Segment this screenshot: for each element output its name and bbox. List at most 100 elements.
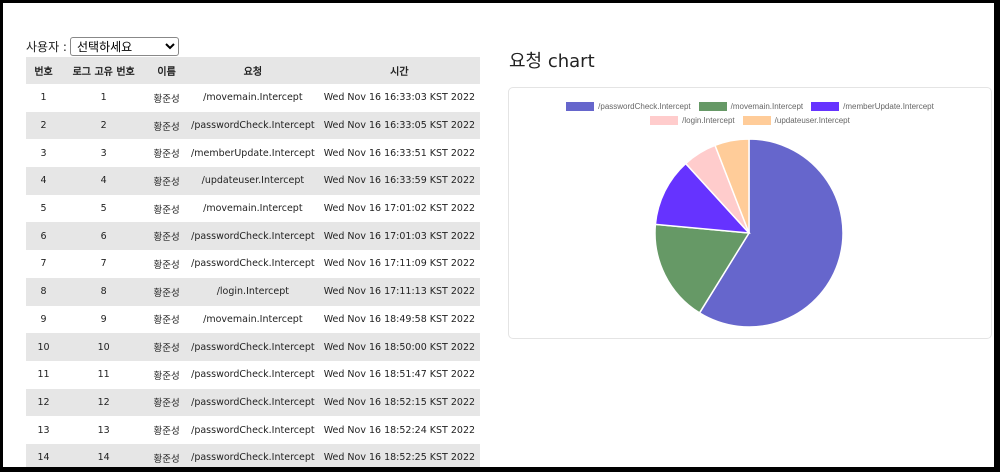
table-cell: 황준성 [153,204,180,216]
table-cell: 7 [40,258,47,270]
legend-item[interactable]: /memberUpdate.Intercept [811,102,934,111]
table-cell: 황준성 [153,93,180,105]
pie-slice[interactable] [714,138,750,234]
legend-item[interactable]: /login.Intercept [650,116,735,125]
legend-swatch [698,102,727,111]
table-cell: /passwordCheck.Intercept [191,424,315,436]
pie-slice[interactable] [698,138,844,328]
chart-card: /passwordCheck.Intercept/movemain.Interc… [508,87,992,339]
table-body: 1 1 황준성/movemain.Intercept Wed Nov 16 16:33… [26,84,480,467]
table-cell: 황준성 [153,149,180,161]
table-cell: 3 [40,147,47,159]
legend-swatch [811,102,840,111]
legend-label: /memberUpdate.Intercept [843,102,934,111]
table-cell: 13 [97,424,110,436]
table-cell: 6 [26,222,62,251]
table-cell: Wed Nov 16 18:49:58 KST 2022 [323,313,476,325]
table-cell: Wed Nov 16 18:50:00 KST 2022 [318,333,480,361]
table-cell: 2 [61,111,147,140]
table-cell: 9 [40,313,47,325]
table-cell: /passwordCheck.Intercept [186,333,319,361]
column-header: 시간 [318,57,480,84]
table-row: 12 12 황준성/passwordCheck.Intercept Wed Nov 1… [26,388,480,417]
page: 사용자 : 선택하세요 번호 로그 고유 번호 이름 요청 시간 1 1 황준성/movem… [3,3,994,467]
legend-swatch [650,116,679,125]
table-row: 13 13 황준성/passwordCheck.Intercept Wed Nov 1… [26,416,480,444]
table-cell: 황준성 [146,111,187,140]
pie-slice[interactable] [654,162,751,234]
table-row: 4 4 황준성/updateuser.Intercept Wed Nov 16 16:… [26,167,480,195]
table-cell: Wed Nov 16 17:11:13 KST 2022 [318,277,480,306]
table-row: 11 11 황준성/passwordCheck.Intercept Wed Nov 1… [26,361,480,389]
table-cell: /passwordCheck.Intercept [191,369,315,381]
column-header: 이름 [146,57,187,84]
table-cell: 황준성 [153,259,180,271]
user-filter-label: 사용자 : [26,40,67,54]
table-cell: 황준성 [146,222,187,251]
legend-label: /passwordCheck.Intercept [598,102,691,111]
table-cell: Wed Nov 16 18:52:15 KST 2022 [318,388,480,417]
table-cell: Wed Nov 16 16:33:03 KST 2022 [323,92,476,104]
table-cell: 4 [61,167,147,195]
user-filter: 사용자 : 선택하세요 [26,37,179,56]
table-cell: 6 [61,222,147,251]
table-cell: 8 [61,277,147,306]
table-cell: Wed Nov 16 16:33:05 KST 2022 [318,111,480,140]
legend-label: /updateuser.Intercept [774,116,850,125]
table-cell: 황준성 [153,370,180,382]
table-cell: 황준성 [153,426,180,438]
table-cell: /passwordCheck.Intercept [186,222,319,251]
table-row: 2 2 황준성/passwordCheck.Intercept Wed Nov 16 … [26,111,480,140]
table-row: 10 10 황준성/passwordCheck.Intercept Wed Nov 1… [26,333,480,361]
table-cell: Wed Nov 16 16:33:51 KST 2022 [323,147,476,159]
table-row: 6 6 황준성/passwordCheck.Intercept Wed Nov 16 … [26,222,480,251]
table-cell: 11 [97,369,110,381]
table-cell: /passwordCheck.Intercept [191,258,315,270]
table-header: 번호 로그 고유 번호 이름 요청 시간 [26,57,480,84]
table-cell: /movemain.Intercept [203,92,303,104]
column-header: 번호 [26,57,62,84]
table-row: 7 7 황준성/passwordCheck.Intercept Wed Nov 16 … [26,250,480,278]
legend-item[interactable]: /passwordCheck.Intercept [566,102,691,111]
table-cell: /passwordCheck.Intercept [186,443,319,467]
table-cell: 10 [61,333,147,361]
table-cell: 14 [61,443,147,467]
table-cell: /memberUpdate.Intercept [191,147,315,159]
table-cell: 12 [26,388,62,417]
legend-item[interactable]: /movemain.Intercept [698,102,804,111]
table-cell: 12 [61,388,147,417]
chart-title: 요청 chart [509,51,595,72]
table-cell: /movemain.Intercept [203,313,303,325]
table-row: 9 9 황준성/movemain.Intercept Wed Nov 16 18:49… [26,306,480,334]
table-cell: /login.Intercept [186,277,319,306]
table-cell: 9 [100,313,107,325]
table-row: 1 1 황준성/movemain.Intercept Wed Nov 16 16:33… [26,84,480,112]
table-cell: 1 [100,92,107,104]
table-cell: 황준성 [146,167,187,195]
table-row: 5 5 황준성/movemain.Intercept Wed Nov 16 17:01… [26,195,480,223]
log-table: 번호 로그 고유 번호 이름 요청 시간 1 1 황준성/movemain.Intercep… [26,57,480,467]
table-cell: 황준성 [146,443,187,467]
table-row: 14 14 황준성/passwordCheck.Intercept Wed Nov 1… [26,443,480,467]
table-cell: 황준성 [146,277,187,306]
user-select[interactable]: 선택하세요 [69,37,179,56]
column-header: 요청 [186,57,319,84]
table-cell: Wed Nov 16 16:33:59 KST 2022 [318,167,480,195]
table-cell: 3 [100,147,107,159]
table-cell: 11 [37,369,50,381]
table-cell: Wed Nov 16 17:01:02 KST 2022 [323,203,476,215]
table-row: 3 3 황준성/memberUpdate.Intercept Wed Nov 16 1… [26,139,480,167]
table-cell: Wed Nov 16 18:51:47 KST 2022 [323,369,476,381]
column-header: 로그 고유 번호 [61,57,147,84]
table-cell: Wed Nov 16 18:52:24 KST 2022 [323,424,476,436]
legend-item[interactable]: /updateuser.Intercept [742,116,850,125]
pie-slice[interactable] [654,223,751,314]
table-cell: 10 [26,333,62,361]
legend-label: /movemain.Intercept [730,102,804,111]
legend-label: /login.Intercept [682,116,735,125]
chart-legend: /passwordCheck.Intercept/movemain.Interc… [509,102,991,130]
table-cell: /updateuser.Intercept [186,167,319,195]
table-cell: 1 [40,92,47,104]
table-cell: 2 [26,111,62,140]
table-cell: /movemain.Intercept [203,203,303,215]
